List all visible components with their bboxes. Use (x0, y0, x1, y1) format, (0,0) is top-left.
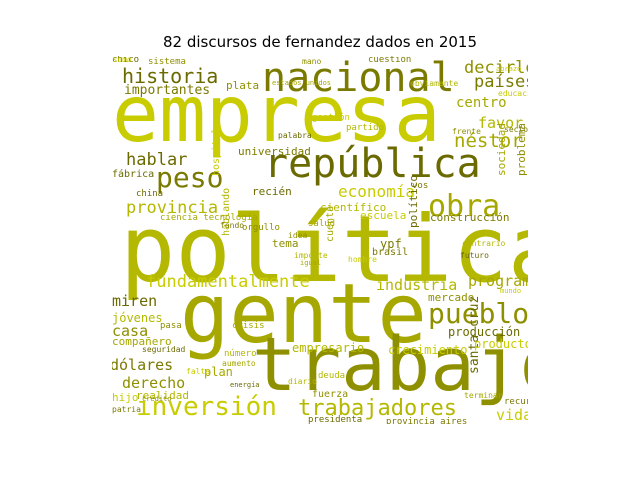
word-cloud: empresa política gente trabajo nacional … (112, 56, 528, 424)
cloud-word: pasa (160, 321, 182, 331)
cloud-word: orgullo (242, 223, 280, 233)
cloud-word: futuro (460, 251, 489, 260)
cloud-word: trabajadores (298, 396, 457, 421)
cloud-word: vida (496, 406, 528, 424)
cloud-word: aumento (222, 359, 256, 368)
cloud-word: crédito (142, 395, 172, 403)
cloud-word: terminar (464, 391, 503, 400)
cloud-word: realidad (136, 389, 189, 402)
cloud-word: universidad (238, 145, 311, 158)
cloud-word: provincia (126, 198, 219, 218)
cloud-word: igual (300, 259, 322, 267)
cloud-word: seguridad (142, 345, 186, 354)
cloud-word: importantes (124, 83, 211, 98)
cloud-word: ypf (380, 237, 402, 251)
cloud-word: educación (498, 89, 528, 98)
cloud-word: brasil (372, 247, 409, 258)
cloud-word: vos (412, 181, 429, 191)
cloud-word: ciencia tecnología (160, 213, 258, 223)
cloud-word: recién (252, 185, 292, 198)
chart-title: 82 discursos de fernandez dados en 2015 (162, 33, 478, 51)
cloud-word: empresa (112, 70, 441, 160)
cloud-word: científico (320, 201, 387, 214)
cloud-word: gestión (312, 113, 350, 123)
cloud-word: fundamentalmente (146, 272, 310, 292)
cloud-word: sector (504, 125, 528, 134)
cloud-word: economía (338, 182, 416, 201)
cloud-word: consumo (112, 56, 132, 64)
cloud-word: falta (186, 367, 211, 376)
cloud-word: compañero (112, 335, 172, 348)
cloud-word: chico (112, 56, 140, 65)
cloud-word: mercado (428, 291, 475, 304)
cloud-word: crisis (232, 321, 265, 331)
cloud-word: provincia aires (386, 417, 468, 425)
cloud-word: casa (112, 322, 149, 340)
cloud-word: presidenta (308, 415, 363, 425)
cloud-word: industria (376, 276, 458, 294)
cloud-word: fábrica (112, 169, 155, 180)
cloud-word: nacional (262, 56, 455, 101)
cloud-word: república (264, 141, 481, 187)
cloud-word: trabajo (252, 322, 528, 408)
cloud-word: países (474, 72, 528, 92)
cloud-word: patria (112, 405, 141, 414)
cloud-word: fondo (220, 221, 245, 230)
cloud-word: recurso (504, 397, 528, 407)
cloud-word: hospital (211, 127, 222, 176)
cloud-word: tema (272, 237, 299, 250)
cloud-word: salud (308, 219, 336, 229)
cloud-word: gente (180, 267, 427, 362)
cloud-word: hombre (348, 255, 377, 264)
cloud-word: producto (474, 337, 528, 351)
cloud-word: dólares (112, 356, 174, 374)
cloud-word: obviamente (410, 79, 459, 88)
cloud-word: néstor (454, 130, 523, 152)
cloud-word: palabra (278, 131, 312, 140)
cloud-word: china (136, 189, 164, 199)
cloud-word: derecho (122, 374, 186, 392)
cloud-word: sistema (148, 57, 186, 67)
cloud-word: peso (156, 161, 224, 194)
cloud-word: hablar (126, 150, 188, 170)
cloud-word: idea (288, 231, 308, 240)
cloud-word: hijo (112, 391, 139, 404)
cloud-word: deuda (318, 371, 346, 381)
cloud-word: centro (456, 95, 507, 111)
cloud-word: inversión (136, 392, 277, 422)
cloud-word: miren (112, 292, 158, 310)
cloud-word: fuerza (312, 389, 349, 400)
cloud-word: estados unidos (272, 79, 332, 87)
cloud-word: plan (204, 365, 233, 379)
cloud-word: pueblo (428, 297, 528, 330)
cloud-word: política (120, 196, 528, 303)
cloud-word: frente (452, 127, 481, 136)
cloud-word: decirle (464, 58, 528, 78)
cloud-word: producción (448, 325, 521, 339)
cloud-word: crecimiento (388, 343, 468, 357)
cloud-word: cuestión (368, 56, 412, 65)
cloud-word: jóvenes (112, 311, 163, 325)
cloud-word: plata (226, 79, 260, 92)
cloud-word: mano (302, 57, 322, 66)
cloud-word: partido (346, 123, 384, 133)
cloud-word: escuela (360, 209, 407, 222)
cloud-word: programa (468, 272, 528, 290)
cloud-word: número (224, 349, 257, 359)
cloud-word: empresario (292, 341, 365, 355)
cloud-word: abrazo (496, 65, 522, 73)
cloud-word: favor (478, 114, 524, 132)
cloud-word: mundo (500, 287, 522, 295)
cloud-word: santa cruz (467, 295, 482, 374)
cloud-word: importe (294, 251, 328, 260)
cloud-word: energía (230, 381, 260, 389)
cloud-word: obra (428, 189, 501, 224)
cloud-word: historia (122, 64, 219, 88)
cloud-word: construcción (430, 211, 510, 224)
cloud-word: diario (288, 377, 317, 386)
cloud-word: contrario (462, 239, 506, 248)
